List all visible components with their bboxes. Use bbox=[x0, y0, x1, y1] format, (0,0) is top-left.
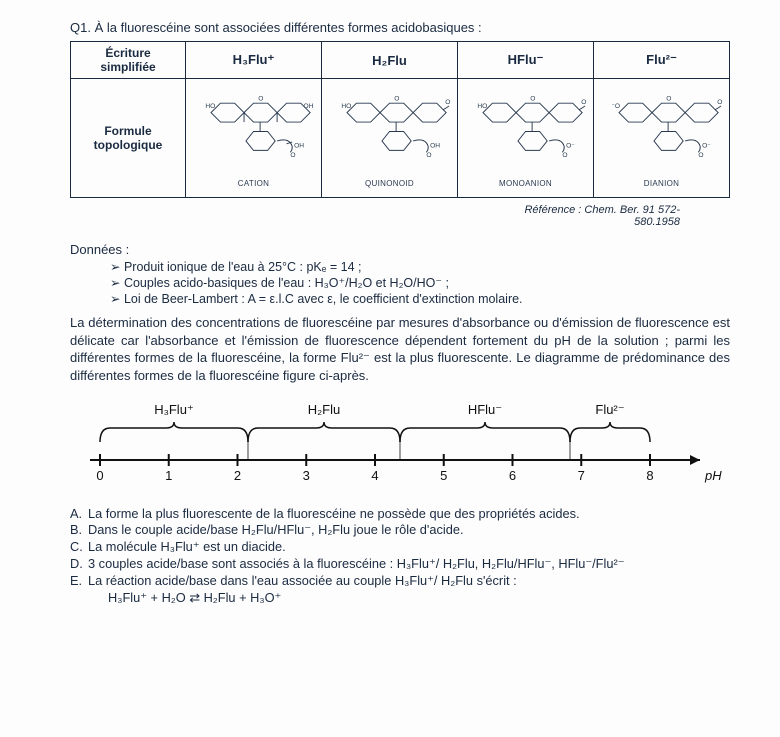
answer-item: C.La molécule H₃Flu⁺ est un diacide. bbox=[70, 539, 730, 555]
svg-text:O: O bbox=[717, 99, 722, 106]
svg-text:4: 4 bbox=[371, 468, 378, 483]
svg-text:8: 8 bbox=[646, 468, 653, 483]
predominance-diagram: 0 1 2 3 4 5 6 7 8 pH H₃Flu⁺ H₂Flu HFlu⁻ Flu²⁻ bbox=[70, 398, 730, 496]
svg-text:O: O bbox=[445, 99, 450, 106]
svg-text:2: 2 bbox=[234, 468, 241, 483]
answer-list: A.La forme la plus fluorescente de la fl… bbox=[70, 506, 730, 589]
reference: Référence : Chem. Ber. 91 572- 580.1958 bbox=[70, 204, 680, 228]
svg-text:HO: HO bbox=[341, 102, 351, 109]
svg-text:HO: HO bbox=[205, 102, 215, 109]
answer-item: A.La forme la plus fluorescente de la fl… bbox=[70, 506, 730, 521]
svg-text:OH: OH bbox=[294, 142, 304, 149]
svg-text:O: O bbox=[581, 99, 586, 106]
answer-item: E.La réaction acide/base dans l'eau asso… bbox=[70, 573, 730, 589]
svg-text:H₃Flu⁺: H₃Flu⁺ bbox=[154, 402, 194, 417]
donnee-item: Loi de Beer-Lambert : A = ε.l.C avec ε, … bbox=[110, 291, 730, 306]
svg-text:O⁻: O⁻ bbox=[566, 142, 575, 149]
svg-text:O⁻: O⁻ bbox=[702, 142, 711, 149]
svg-text:O: O bbox=[698, 152, 703, 159]
svg-text:H₂Flu: H₂Flu bbox=[308, 402, 341, 417]
col-flu2: Flu²⁻ bbox=[594, 42, 730, 79]
donnees-list: Produit ionique de l'eau à 25°C : pKₑ = … bbox=[110, 259, 730, 306]
svg-text:O: O bbox=[258, 95, 263, 102]
svg-text:O: O bbox=[290, 152, 295, 159]
svg-text:HFlu⁻: HFlu⁻ bbox=[468, 402, 502, 417]
svg-text:Flu²⁻: Flu²⁻ bbox=[595, 402, 624, 417]
svg-text:O: O bbox=[426, 152, 431, 159]
svg-text:3: 3 bbox=[303, 468, 310, 483]
svg-text:5: 5 bbox=[440, 468, 447, 483]
svg-text:1: 1 bbox=[165, 468, 172, 483]
mol-quinonoid: HO O O O OH QUINONOID bbox=[322, 79, 458, 198]
hdr-formule: Formule topologique bbox=[71, 79, 186, 198]
mol-cation: HO O OH O OH CATION bbox=[186, 79, 322, 198]
svg-text:⁻O: ⁻O bbox=[611, 102, 620, 109]
mol-svg-quinonoid: HO O O O OH bbox=[324, 89, 455, 174]
col-h3flu: H₃Flu⁺ bbox=[186, 42, 322, 79]
species-table: Écriture simplifiée H₃Flu⁺ H₂Flu HFlu⁻ F… bbox=[70, 41, 730, 198]
svg-text:O: O bbox=[666, 95, 671, 102]
diagram-svg: 0 1 2 3 4 5 6 7 8 pH H₃Flu⁺ H₂Flu HFlu⁻ Flu²⁻ bbox=[70, 398, 730, 493]
svg-text:O: O bbox=[562, 152, 567, 159]
mol-monoanion: HO O O O O⁻ MONOANION bbox=[458, 79, 594, 198]
donnees-header: Données : bbox=[70, 242, 730, 257]
equation-line: H₃Flu⁺ + H₂O ⇄ H₂Flu + H₃O⁺ bbox=[108, 590, 730, 606]
donnee-item: Produit ionique de l'eau à 25°C : pKₑ = … bbox=[110, 259, 730, 274]
svg-text:0: 0 bbox=[96, 468, 103, 483]
document-page: Q1. À la fluorescéine sont associées dif… bbox=[0, 0, 780, 618]
svg-text:7: 7 bbox=[578, 468, 585, 483]
mol-svg-cation: HO O OH O OH bbox=[188, 89, 319, 174]
answer-item: D.3 couples acide/base sont associés à l… bbox=[70, 556, 730, 572]
explanation-paragraph: La détermination des concentrations de f… bbox=[70, 314, 730, 384]
svg-text:OH: OH bbox=[304, 102, 314, 109]
svg-text:O: O bbox=[530, 95, 535, 102]
mol-svg-monoanion: HO O O O O⁻ bbox=[460, 89, 591, 174]
answer-item: B.Dans le couple acide/base H₂Flu/HFlu⁻,… bbox=[70, 522, 730, 538]
svg-text:6: 6 bbox=[509, 468, 516, 483]
hdr-ecriture: Écriture simplifiée bbox=[71, 42, 186, 79]
col-h2flu: H₂Flu bbox=[322, 42, 458, 79]
svg-text:pH: pH bbox=[704, 468, 722, 483]
svg-text:O: O bbox=[394, 95, 399, 102]
svg-text:HO: HO bbox=[477, 102, 487, 109]
question-title: Q1. À la fluorescéine sont associées dif… bbox=[70, 20, 730, 35]
donnee-item: Couples acido-basiques de l'eau : H₃O⁺/H… bbox=[110, 275, 730, 290]
svg-text:OH: OH bbox=[430, 142, 440, 149]
mol-svg-dianion: ⁻O O O O O⁻ bbox=[596, 89, 727, 174]
mol-dianion: ⁻O O O O O⁻ DIANION bbox=[594, 79, 730, 198]
col-hflu: HFlu⁻ bbox=[458, 42, 594, 79]
